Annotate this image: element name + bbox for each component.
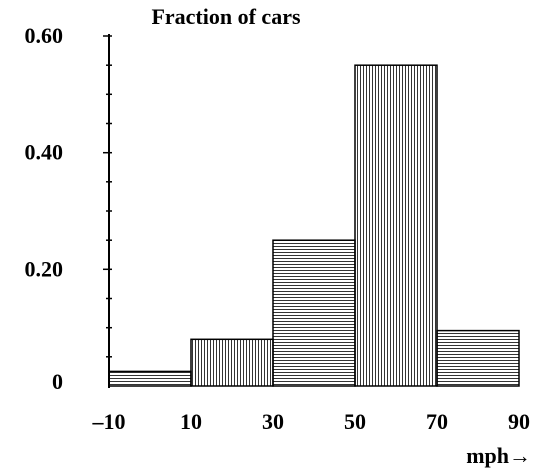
x-tick-label: 70 <box>426 409 448 434</box>
y-tick-label: 0.60 <box>25 23 64 48</box>
x-axis-title: mph→ <box>466 443 531 468</box>
y-axis-title: Fraction of cars <box>151 4 300 29</box>
y-tick-label: 0 <box>52 369 63 394</box>
histogram-bar-1 <box>108 370 192 387</box>
histogram-bar-2 <box>190 338 274 387</box>
x-axis-tick-labels: –10 10 30 50 70 90 <box>92 409 531 434</box>
histogram-bar-3 <box>272 239 356 387</box>
y-tick-label: 0.20 <box>25 256 64 281</box>
histogram-bar-5 <box>436 329 520 387</box>
x-tick-label: 30 <box>262 409 284 434</box>
histogram-bars <box>108 64 520 387</box>
y-axis-title-background <box>120 4 338 30</box>
y-axis-tick-marks <box>103 35 112 358</box>
x-tick-label: 90 <box>508 409 530 434</box>
x-tick-label: –10 <box>92 409 126 434</box>
y-axis-tick-labels: 0 0.20 0.40 0.60 <box>25 23 64 394</box>
x-tick-label: 10 <box>180 409 202 434</box>
y-tick-label: 0.40 <box>25 140 64 165</box>
histogram-bar-4 <box>354 64 438 387</box>
x-tick-label: 50 <box>344 409 366 434</box>
